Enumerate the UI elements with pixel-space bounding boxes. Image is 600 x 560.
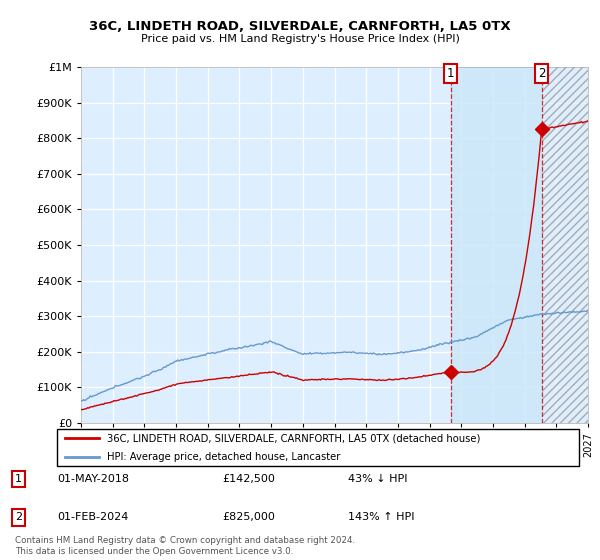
Bar <box>542 67 588 423</box>
Text: 01-FEB-2024: 01-FEB-2024 <box>57 512 128 522</box>
Text: 1: 1 <box>447 67 454 80</box>
Text: £825,000: £825,000 <box>222 512 275 522</box>
Text: £142,500: £142,500 <box>222 474 275 484</box>
Text: 43% ↓ HPI: 43% ↓ HPI <box>348 474 407 484</box>
Text: 143% ↑ HPI: 143% ↑ HPI <box>348 512 415 522</box>
Text: HPI: Average price, detached house, Lancaster: HPI: Average price, detached house, Lanc… <box>107 452 340 461</box>
Text: 01-MAY-2018: 01-MAY-2018 <box>57 474 129 484</box>
Bar <box>451 67 542 423</box>
Text: 1: 1 <box>15 474 22 484</box>
Text: Price paid vs. HM Land Registry's House Price Index (HPI): Price paid vs. HM Land Registry's House … <box>140 34 460 44</box>
Text: 2: 2 <box>15 512 22 522</box>
Text: 2: 2 <box>538 67 545 80</box>
Text: 36C, LINDETH ROAD, SILVERDALE, CARNFORTH, LA5 0TX: 36C, LINDETH ROAD, SILVERDALE, CARNFORTH… <box>89 20 511 32</box>
Text: 36C, LINDETH ROAD, SILVERDALE, CARNFORTH, LA5 0TX (detached house): 36C, LINDETH ROAD, SILVERDALE, CARNFORTH… <box>107 433 480 443</box>
Text: Contains HM Land Registry data © Crown copyright and database right 2024.
This d: Contains HM Land Registry data © Crown c… <box>15 536 355 556</box>
Bar <box>542 67 588 423</box>
FancyBboxPatch shape <box>56 429 580 466</box>
